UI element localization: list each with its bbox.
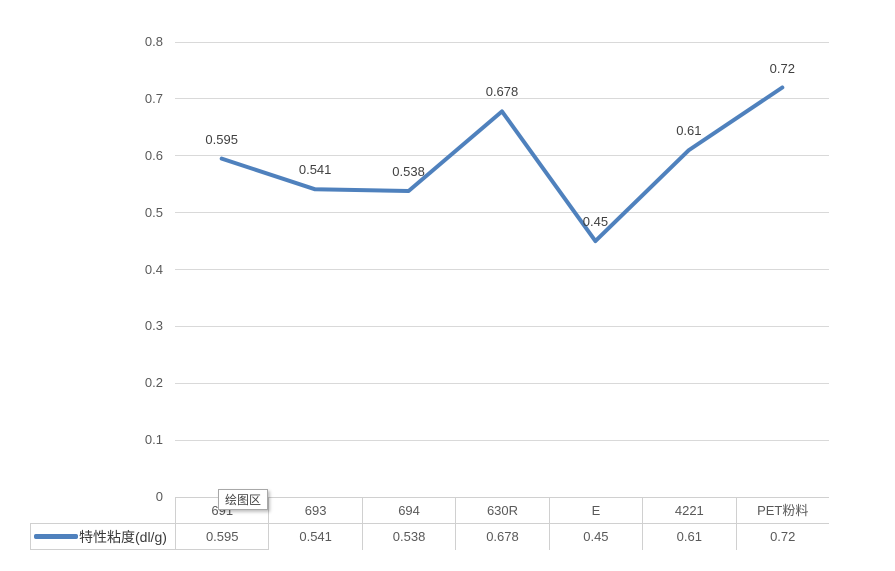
table-bottom-border (30, 549, 269, 550)
data-table-column: 4221 0.61 (642, 498, 736, 550)
legend-label: 特性粘度(dl/g) (79, 528, 167, 545)
table-value: 0.595 (205, 529, 239, 544)
y-axis-tick-label: 0.2 (144, 375, 163, 391)
table-value: 0.61 (676, 529, 702, 544)
y-axis-tick-label: 0.4 (144, 261, 163, 277)
category-label: 694 (362, 498, 456, 524)
gridline (175, 98, 829, 100)
data-label: 0.45 (582, 214, 609, 230)
table-value: 0.45 (583, 529, 609, 544)
data-label: 0.595 (205, 131, 238, 147)
category-label: 4221 (643, 498, 736, 524)
category-label: 630R (456, 498, 549, 524)
data-table-column: 693 0.541 (268, 498, 362, 550)
y-axis-tick-label: 0.3 (144, 318, 163, 334)
gridline (175, 439, 829, 441)
gridline (175, 41, 829, 43)
gridline (175, 382, 829, 384)
legend: 特性粘度(dl/g) (30, 523, 175, 549)
table-value: 0.541 (299, 529, 332, 544)
y-axis-tick-label: 0.1 (144, 432, 163, 448)
y-axis-tick-label: 0.5 (144, 204, 163, 220)
table-value: 0.72 (770, 529, 796, 544)
data-label: 0.61 (676, 123, 702, 139)
series-line[interactable] (219, 85, 785, 244)
data-label: 0.678 (485, 84, 519, 100)
gridline (175, 212, 829, 214)
legend-line-swatch (34, 534, 78, 539)
data-table-column: PET粉料 0.72 (735, 498, 829, 550)
gridline (175, 269, 829, 270)
category-label: E (549, 498, 643, 524)
y-axis-tick-label: 0.8 (144, 34, 163, 49)
data-label: 0.541 (298, 162, 332, 178)
data-label: 0.72 (769, 60, 795, 76)
y-axis-tick-label: 0.7 (144, 90, 163, 106)
category-label: PET粉料 (736, 498, 829, 524)
data-label: 0.538 (392, 164, 425, 179)
data-table-column: 630R 0.678 (455, 498, 549, 550)
table-value: 0.538 (392, 529, 426, 544)
data-table-column: 694 0.538 (361, 498, 456, 550)
y-axis-tick-label: 0.6 (144, 147, 163, 163)
plot-area-tooltip: 绘图区 (218, 489, 268, 510)
chart-data-table: 691 0.595 693 0.541 694 0.538 630R 0.678 E 0.45 42… (175, 497, 829, 550)
gridline (175, 325, 829, 327)
y-axis-tick-label: 0 (155, 489, 163, 504)
gridline (175, 155, 829, 157)
category-label: 693 (269, 498, 362, 524)
data-table-column: E 0.45 (548, 498, 643, 550)
table-value: 0.678 (486, 529, 519, 544)
